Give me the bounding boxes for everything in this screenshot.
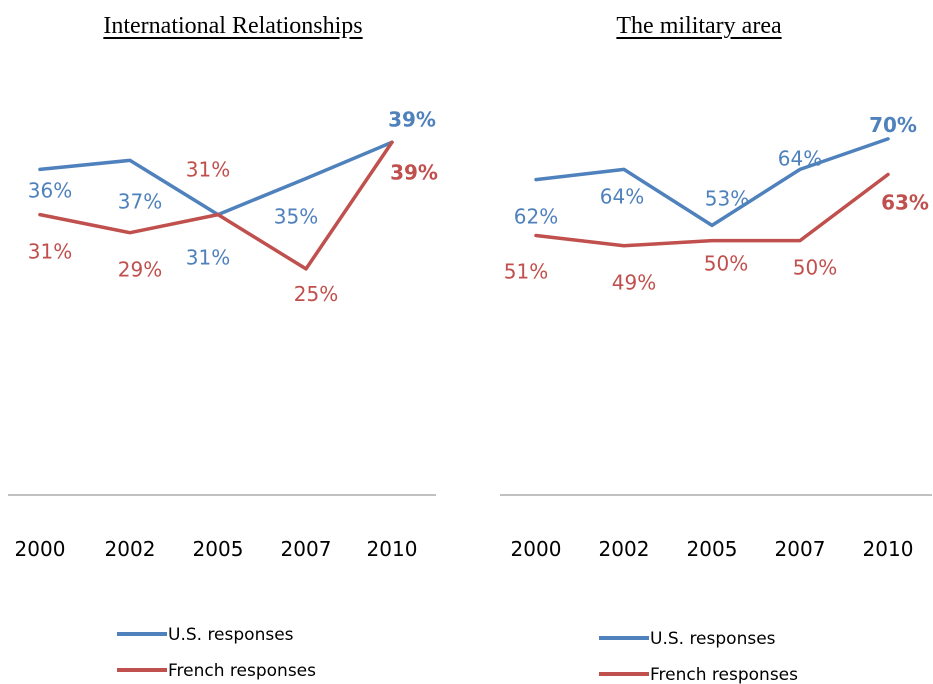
data-label-french: 39%: [390, 160, 438, 184]
x-tick-label: 2007: [281, 537, 332, 561]
legend-label-us: U.S. responses: [650, 629, 776, 649]
data-label-us: 36%: [28, 178, 72, 202]
data-label-us: 62%: [514, 205, 558, 229]
legend-label-french: French responses: [168, 661, 316, 681]
data-label-us: 31%: [186, 246, 230, 270]
data-label-french: 29%: [118, 258, 162, 282]
series-line-french: [534, 172, 890, 248]
data-label-us: 37%: [118, 189, 162, 213]
chart-military-area: The military area 2000 2002 2005 2007 2010 62…: [466, 0, 932, 684]
series-line-us: [534, 137, 890, 228]
x-tick-label: 2000: [511, 537, 562, 561]
series-line-french: [38, 140, 394, 271]
chart-title: The military area: [616, 13, 782, 39]
data-label-french: 63%: [881, 190, 929, 214]
data-label-us: 35%: [274, 204, 318, 228]
chart-title: International Relationships: [103, 13, 363, 39]
data-label-us: 39%: [388, 107, 436, 131]
x-tick-label: 2002: [105, 537, 156, 561]
data-label-french: 31%: [28, 240, 72, 264]
data-label-french: 50%: [704, 252, 748, 276]
data-label-us: 64%: [600, 184, 644, 208]
data-label-us: 53%: [705, 186, 749, 210]
data-label-us: 64%: [778, 146, 822, 170]
data-label-french: 31%: [186, 158, 230, 182]
x-tick-label: 2000: [15, 537, 66, 561]
data-label-french: 25%: [294, 282, 338, 306]
x-tick-label: 2005: [687, 537, 738, 561]
x-tick-label: 2005: [193, 537, 244, 561]
x-tick-label: 2010: [863, 537, 914, 561]
x-tick-label: 2002: [599, 537, 650, 561]
data-label-us: 70%: [869, 113, 917, 137]
data-label-french: 49%: [612, 271, 656, 295]
x-tick-label: 2010: [367, 537, 418, 561]
data-label-french: 51%: [504, 260, 548, 284]
chart-international-relationships: International Relationships 2000 2002 2005…: [0, 0, 466, 684]
x-tick-label: 2007: [775, 537, 826, 561]
line-chart-military-area: 2000 2002 2005 2007 2010 62% 64% 53% 64% 70% 51% 49…: [500, 113, 932, 684]
legend-label-us: U.S. responses: [168, 625, 294, 645]
legend-label-french: French responses: [650, 665, 798, 684]
line-chart-international-relationships: 2000 2002 2005 2007 2010 36% 37% 31% 35% 39% 31% 29…: [8, 107, 438, 681]
data-label-french: 50%: [793, 256, 837, 280]
